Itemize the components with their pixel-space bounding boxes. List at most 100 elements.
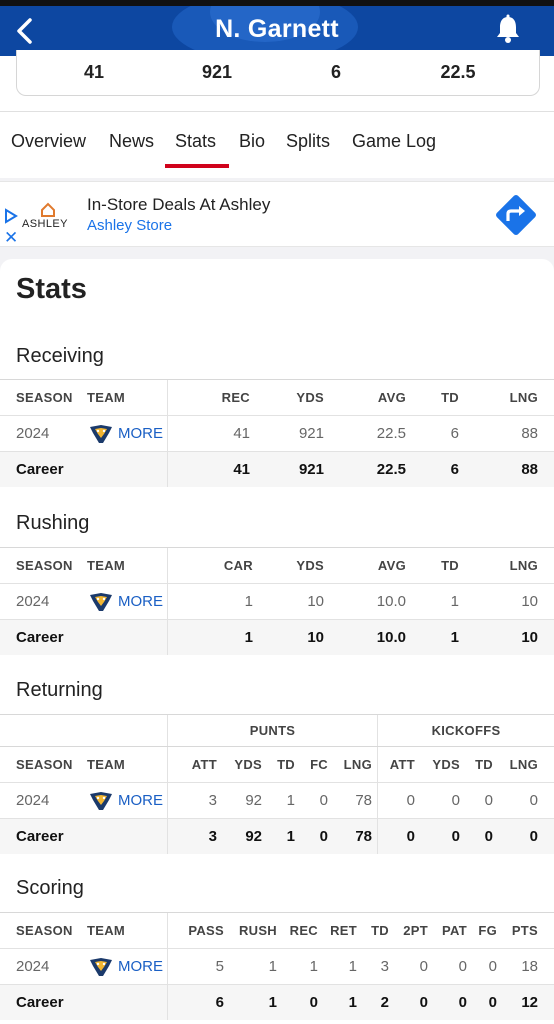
col-team: TEAM (87, 558, 126, 573)
stat-cell: 0 (458, 958, 467, 975)
stats-heading: Stats (16, 273, 87, 305)
col-season: SEASON (16, 923, 73, 938)
col-avg: AVG (377, 558, 406, 573)
stat-cell: 0 (419, 958, 428, 975)
col-td: TD (371, 923, 389, 938)
tab-splits[interactable]: Splits (286, 131, 331, 151)
table-row: 2024 MORE 1 10 10.0 1 10 (0, 583, 554, 619)
tab-bio[interactable]: Bio (239, 131, 266, 151)
stat-cell: 22.5 (376, 461, 406, 478)
col-pass: PASS (188, 923, 224, 938)
stat-cell: 1 (450, 593, 459, 610)
tab-overview[interactable]: Overview (11, 131, 87, 151)
summary-value: 22.5 (440, 62, 476, 82)
career-row: Career 41 921 22.5 6 88 (0, 451, 554, 487)
col-lng: LNG (509, 390, 538, 405)
team-link-label[interactable]: MORE (118, 593, 163, 610)
bell-icon[interactable] (494, 14, 522, 44)
stat-cell: 10 (521, 593, 538, 610)
tab-game-log[interactable]: Game Log (352, 131, 437, 151)
career-label: Career (16, 461, 64, 478)
stat-cell: 78 (355, 828, 372, 845)
stat-cell: 12 (521, 994, 538, 1011)
stat-cell: 3 (380, 958, 389, 975)
stat-cell: 41 (233, 425, 250, 442)
receiving-title: Receiving (16, 345, 104, 367)
season-summary-card: 41 921 6 22.5 (16, 50, 540, 96)
group-kickoffs: KICKOFFS (431, 723, 501, 738)
col-att: ATT (389, 757, 415, 772)
col-fg: FG (478, 923, 497, 938)
table-row: 2024 MORE 41 921 22.5 6 88 (0, 415, 554, 451)
stat-cell: 10 (307, 593, 324, 610)
ad-subtitle[interactable]: Ashley Store (87, 217, 173, 234)
stat-cell: 1 (286, 828, 295, 845)
ad-banner[interactable]: ✕ ASHLEY In-Store Deals At Ashley Ashley… (0, 181, 554, 247)
stat-cell: 0 (529, 828, 538, 845)
col-lng: LNG (509, 558, 538, 573)
team-mascot-icon (90, 593, 112, 611)
stat-cell: 0 (406, 792, 415, 809)
stat-cell: 10.0 (376, 593, 406, 610)
col-rec: REC (289, 923, 318, 938)
ad-close-icon[interactable]: ✕ (4, 228, 19, 247)
stat-cell: 1 (348, 994, 357, 1011)
career-row: Career 6 1 0 1 2 0 0 0 12 (0, 984, 554, 1020)
stat-cell: 0 (458, 994, 467, 1011)
table-row: 2024 MORE 5 1 1 1 3 0 0 0 18 (0, 948, 554, 984)
stat-cell: 1 (268, 994, 277, 1011)
col-team: TEAM (87, 390, 126, 405)
col-yds: YDS (432, 757, 460, 772)
col-yds: YDS (234, 757, 262, 772)
col-att: ATT (191, 757, 217, 772)
stat-cell: 0 (451, 792, 460, 809)
stat-cell: 0 (484, 792, 493, 809)
table-header-row: SEASON TEAM ATT YDS TD FC LNG ATT YDS TD… (0, 746, 554, 782)
stat-cell: 3 (208, 792, 217, 809)
stat-cell: 0 (488, 994, 497, 1011)
col-pts: PTS (511, 923, 538, 938)
tab-stats[interactable]: Stats (175, 131, 217, 151)
team-link-label[interactable]: MORE (118, 958, 163, 975)
team-link-label[interactable]: MORE (118, 425, 163, 442)
table-header-row: SEASON TEAM CAR YDS AVG TD LNG (0, 547, 554, 583)
col-season: SEASON (16, 390, 73, 405)
team-link-label[interactable]: MORE (118, 792, 163, 809)
table-header-row: SEASON TEAM REC YDS AVG TD LNG (0, 379, 554, 415)
career-label: Career (16, 828, 64, 845)
ad-choices-icon[interactable] (4, 208, 18, 224)
group-header-row: PUNTS KICKOFFS (0, 714, 554, 746)
stat-cell: 921 (298, 461, 324, 478)
col-rush: RUSH (238, 923, 277, 938)
stat-cell: 6 (215, 994, 224, 1011)
ad-title[interactable]: In-Store Deals At Ashley (87, 195, 271, 214)
house-icon (41, 202, 55, 217)
col-fc: FC (310, 757, 328, 772)
stat-cell: 1 (286, 792, 295, 809)
directions-icon[interactable] (493, 192, 539, 238)
tab-news[interactable]: News (109, 131, 155, 151)
stat-cell: 0 (529, 792, 538, 809)
col-2pt: 2PT (403, 923, 428, 938)
stat-cell: 78 (355, 792, 372, 809)
stat-cell: 1 (450, 629, 459, 646)
stat-cell: 10 (307, 629, 324, 646)
table-row: 2024 MORE 3 92 1 0 78 0 0 0 0 (0, 782, 554, 818)
stat-cell: 921 (298, 425, 324, 442)
stat-cell: 10 (521, 629, 538, 646)
season-cell: 2024 (16, 425, 50, 442)
group-punts: PUNTS (249, 723, 296, 738)
summary-value: 6 (330, 62, 341, 82)
col-yds: YDS (296, 390, 324, 405)
stat-cell: 0 (406, 828, 415, 845)
stat-cell: 6 (450, 425, 459, 442)
stat-cell: 18 (521, 958, 538, 975)
col-rec: REC (221, 390, 250, 405)
ad-brand: ASHLEY (22, 218, 68, 230)
table-header-row: SEASON TEAM PASS RUSH REC RET TD 2PT PAT… (0, 912, 554, 948)
back-arrow-icon[interactable] (10, 14, 40, 48)
col-td: TD (441, 390, 459, 405)
stat-cell: 0 (419, 994, 428, 1011)
col-season: SEASON (16, 558, 73, 573)
stat-cell: 3 (208, 828, 217, 845)
